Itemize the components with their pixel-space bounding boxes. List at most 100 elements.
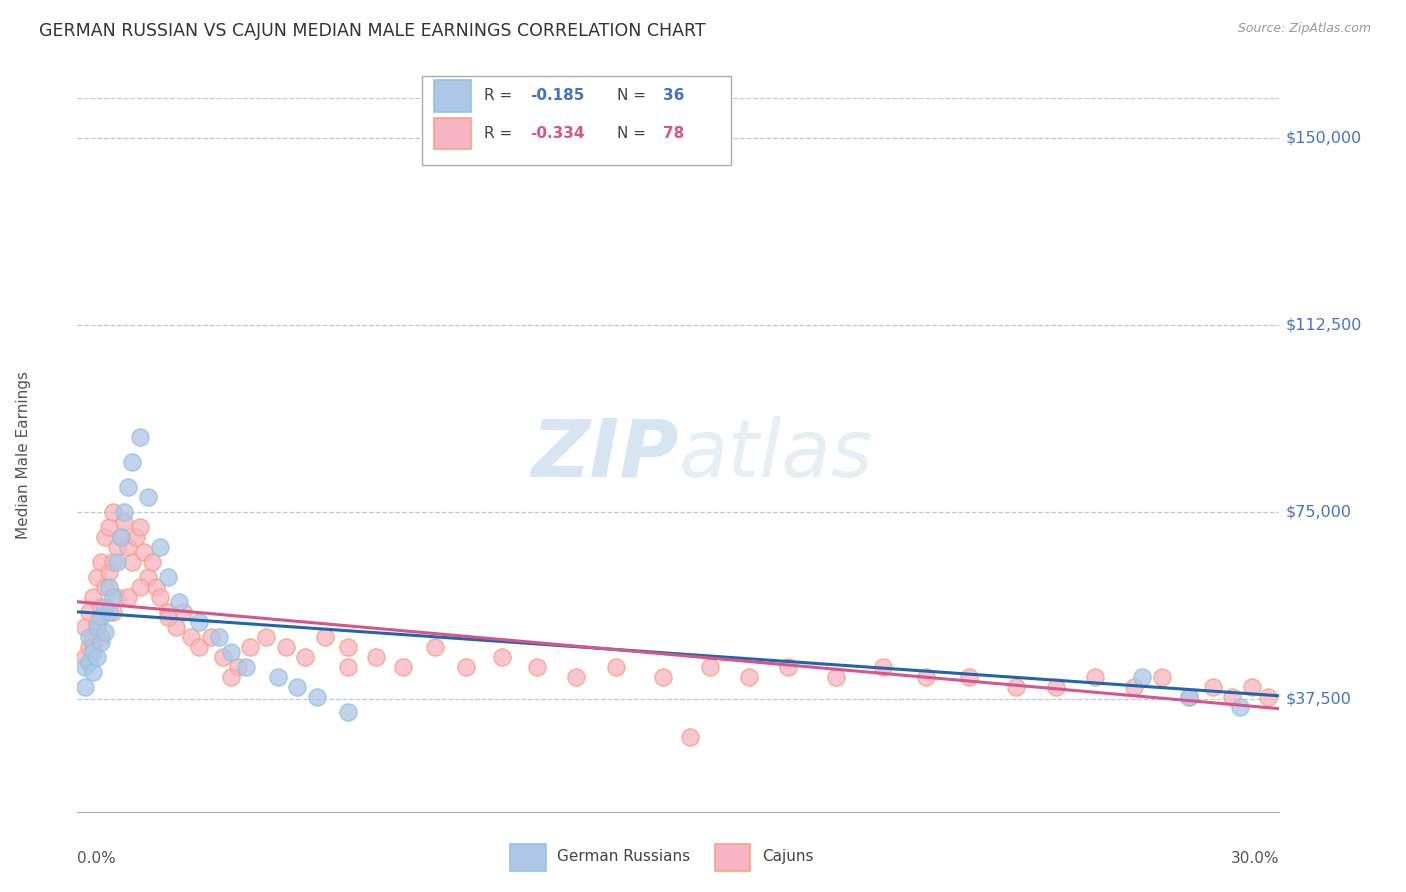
Point [1084, 670, 1107, 684]
Text: N =: N = [617, 126, 651, 141]
Point [337, 705, 360, 719]
Point [1240, 680, 1263, 694]
Point [86, 650, 108, 665]
Point [156, 570, 179, 584]
Point [1150, 670, 1173, 684]
Point [129, 580, 152, 594]
Point [219, 645, 242, 659]
Point [314, 630, 336, 644]
Point [82, 645, 104, 659]
Point [491, 650, 513, 665]
Point [101, 555, 124, 569]
Point [82, 640, 104, 654]
Point [90, 555, 112, 569]
Point [565, 670, 588, 684]
Point [125, 530, 148, 544]
Point [149, 540, 172, 554]
Point [110, 530, 132, 544]
Point [101, 590, 124, 604]
Text: German Russians: German Russians [557, 849, 690, 863]
Point [97, 580, 120, 594]
Point [872, 660, 894, 674]
Point [188, 640, 211, 654]
FancyBboxPatch shape [434, 80, 471, 112]
Point [337, 660, 360, 674]
Point [114, 516, 136, 530]
Point [90, 630, 112, 644]
Point [200, 630, 222, 644]
Point [423, 640, 446, 654]
Text: $37,500: $37,500 [1285, 692, 1351, 707]
Point [778, 660, 800, 674]
Text: R =: R = [484, 126, 517, 141]
Point [156, 605, 179, 619]
Text: atlas: atlas [679, 416, 873, 494]
Point [1257, 690, 1279, 704]
Point [149, 590, 172, 604]
Point [337, 640, 360, 654]
Point [86, 615, 108, 629]
FancyBboxPatch shape [714, 844, 751, 871]
Point [105, 590, 128, 604]
Point [145, 580, 167, 594]
Point [94, 530, 117, 544]
Point [97, 605, 120, 619]
Point [305, 690, 328, 704]
Point [1178, 690, 1201, 704]
Point [97, 520, 120, 534]
Text: ZIP: ZIP [531, 416, 679, 494]
Point [75, 660, 97, 674]
Point [285, 680, 308, 694]
Point [392, 660, 415, 674]
Text: GERMAN RUSSIAN VS CAJUN MEDIAN MALE EARNINGS CORRELATION CHART: GERMAN RUSSIAN VS CAJUN MEDIAN MALE EARN… [39, 22, 706, 40]
Point [82, 665, 104, 679]
Point [121, 555, 143, 569]
Point [228, 660, 250, 674]
Point [141, 555, 163, 569]
Point [274, 640, 297, 654]
Point [526, 660, 548, 674]
Point [188, 615, 211, 629]
Text: -0.185: -0.185 [530, 88, 585, 103]
Point [235, 660, 257, 674]
Point [651, 670, 673, 684]
Point [1220, 690, 1243, 704]
Point [1130, 670, 1153, 684]
Point [172, 605, 194, 619]
Text: 36: 36 [664, 88, 685, 103]
Point [456, 660, 478, 674]
Text: $112,500: $112,500 [1285, 318, 1362, 333]
Point [208, 630, 231, 644]
Point [105, 540, 128, 554]
Text: $150,000: $150,000 [1285, 130, 1362, 145]
Text: N =: N = [617, 88, 651, 103]
Text: 0.0%: 0.0% [77, 851, 117, 866]
Point [94, 625, 117, 640]
Text: Cajuns: Cajuns [762, 849, 814, 863]
Point [129, 430, 152, 444]
Point [1045, 680, 1067, 694]
Point [824, 670, 846, 684]
Point [136, 570, 159, 584]
Point [239, 640, 262, 654]
Point [117, 480, 139, 494]
Point [1202, 680, 1225, 694]
Point [77, 655, 100, 669]
Point [117, 590, 139, 604]
Point [75, 650, 97, 665]
Point [136, 491, 159, 505]
Point [267, 670, 290, 684]
Text: R =: R = [484, 88, 517, 103]
Point [957, 670, 980, 684]
Point [82, 590, 104, 604]
Point [117, 540, 139, 554]
Point [156, 610, 179, 624]
Point [75, 680, 97, 694]
FancyBboxPatch shape [510, 844, 546, 871]
Point [86, 570, 108, 584]
Point [101, 505, 124, 519]
Point [605, 660, 627, 674]
Point [90, 610, 112, 624]
Point [699, 660, 721, 674]
Point [121, 455, 143, 469]
